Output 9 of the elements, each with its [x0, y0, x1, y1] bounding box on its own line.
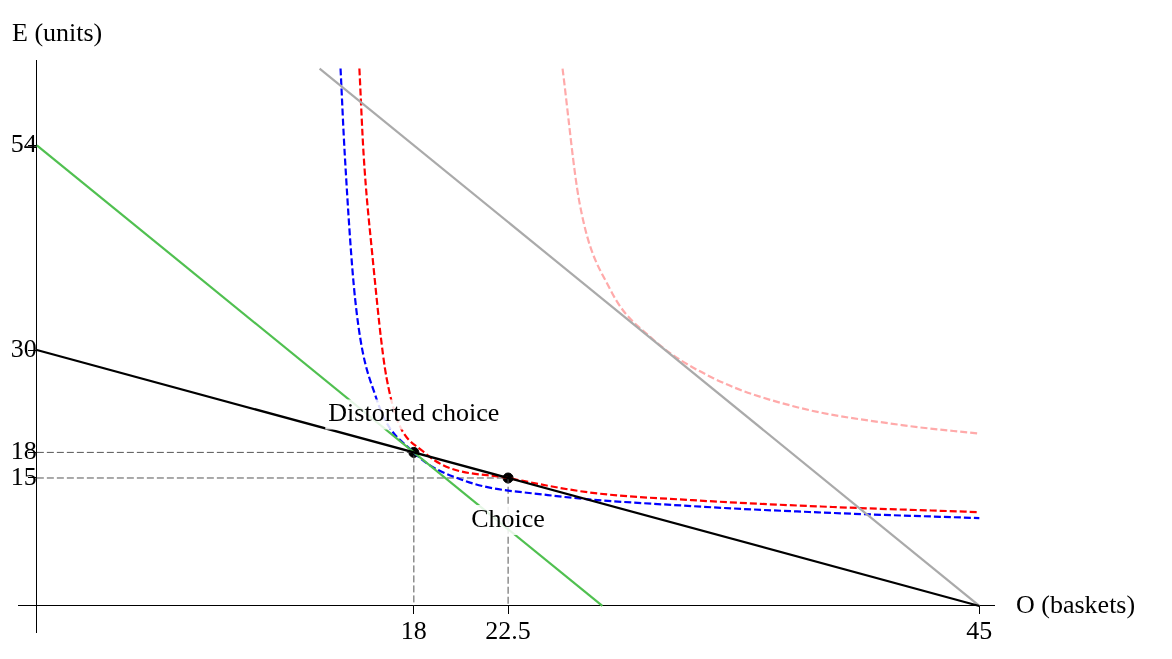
y-tick-label: 30 — [10, 333, 37, 363]
x-tick-label: 22.5 — [485, 616, 531, 646]
x-tick-label: 45 — [966, 616, 993, 646]
annotation: Distorted choice — [328, 398, 500, 428]
y-tick-label: 54 — [10, 129, 37, 159]
x-tick-label: 18 — [400, 616, 427, 646]
y-axis-title: E (units) — [12, 17, 103, 47]
annotation: Choice — [471, 503, 545, 533]
x-axis-title: O (baskets) — [1016, 589, 1136, 619]
